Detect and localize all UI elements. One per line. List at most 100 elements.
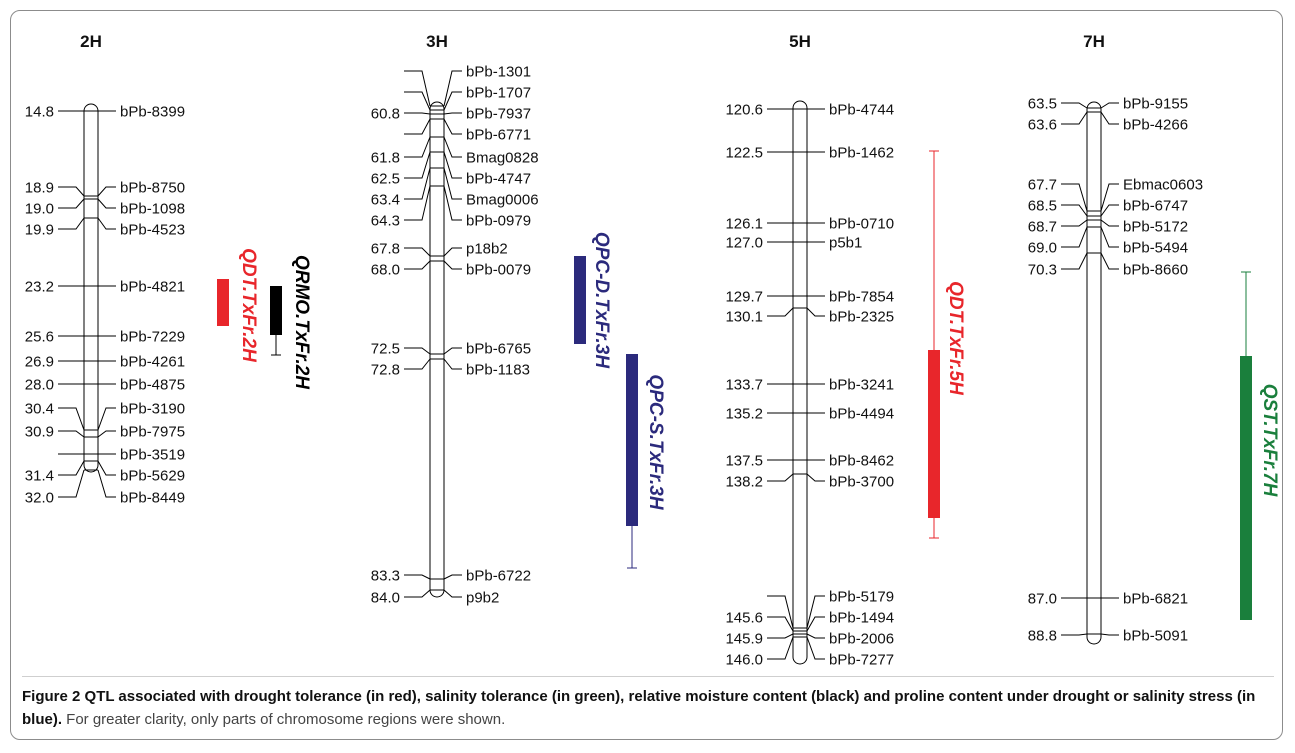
marker-connector <box>1100 183 1119 212</box>
marker-position: 70.3 <box>1028 262 1057 279</box>
marker-name: bPb-0979 <box>466 213 531 230</box>
marker-name: Bmag0006 <box>466 192 539 209</box>
qtl-qst-txfr-7h: QST.TxFr.7H <box>1240 271 1280 620</box>
marker-connector <box>443 91 462 111</box>
marker-connector <box>443 167 462 200</box>
marker-name: bPb-4266 <box>1123 117 1188 134</box>
chromosome-bar <box>83 103 99 473</box>
position-connector <box>767 595 794 629</box>
position-connector <box>404 347 431 355</box>
figure-caption: Figure 2 QTL associated with drought tol… <box>22 676 1274 731</box>
position-connector <box>767 636 794 660</box>
marker-name: p5b1 <box>829 235 862 252</box>
marker-name: bPb-7975 <box>120 424 185 441</box>
position-connector <box>404 167 431 200</box>
marker-connector <box>443 589 462 598</box>
marker-position: 14.8 <box>25 104 54 121</box>
marker-name: bPb-7937 <box>466 106 531 123</box>
marker-connector <box>97 407 116 431</box>
marker-name: bPb-3700 <box>829 474 894 491</box>
marker-name: bPb-8399 <box>120 104 185 121</box>
marker-connector <box>97 460 116 476</box>
qtl-interval <box>574 256 586 344</box>
marker-position: 30.4 <box>25 401 54 418</box>
marker-position: 64.3 <box>371 213 400 230</box>
marker-name: bPb-1098 <box>120 201 185 218</box>
marker-name: bPb-7229 <box>120 329 185 346</box>
marker-name: bPb-6821 <box>1123 591 1188 608</box>
position-connector <box>404 574 431 580</box>
marker-position: 138.2 <box>725 474 763 491</box>
qtl-interval <box>1240 356 1252 620</box>
marker-position: 60.8 <box>371 106 400 123</box>
caption-bold-text: QTL associated with drought tolerance (i… <box>22 688 1256 728</box>
marker-position: 127.0 <box>725 235 763 252</box>
marker-position: 122.5 <box>725 145 763 162</box>
chromosome-title: 7H <box>1083 32 1105 51</box>
marker-connector <box>806 633 825 639</box>
marker-connector <box>97 217 116 230</box>
marker-name: bPb-1494 <box>829 610 894 627</box>
marker-connector <box>1100 102 1119 109</box>
position-connector <box>404 91 431 111</box>
position-connector <box>404 185 431 221</box>
position-connector <box>767 473 794 482</box>
qtl-qrmo-txfr-2h: QRMO.TxFr.2H <box>270 255 312 390</box>
position-connector <box>404 589 431 598</box>
marker-connector <box>806 473 825 482</box>
marker-connector <box>97 186 116 197</box>
marker-name: bPb-4523 <box>120 222 185 239</box>
marker-name: p18b2 <box>466 241 508 258</box>
marker-connector <box>806 616 825 632</box>
chromosome-7h: 7H 63.5 bPb-9155 63.6 bPb-4266 67.7 Ebmac0603 6… <box>1028 32 1280 645</box>
chromosome-bar <box>429 101 445 598</box>
marker-position: 68.7 <box>1028 219 1057 236</box>
marker-connector <box>443 574 462 580</box>
marker-position: 83.3 <box>371 568 400 585</box>
chromosome-bar <box>1086 101 1102 645</box>
marker-name: bPb-4747 <box>466 171 531 188</box>
position-connector <box>58 469 85 498</box>
marker-position: 61.8 <box>371 150 400 167</box>
marker-connector <box>1100 633 1119 636</box>
marker-name: bPb-2325 <box>829 309 894 326</box>
marker-position: 30.9 <box>25 424 54 441</box>
linkage-map: 2H 14.8 bPb-8399 18.9 bPb-8750 19.0 bPb-1098 19… <box>25 32 1280 669</box>
marker-name: bPb-3241 <box>829 377 894 394</box>
marker-connector <box>443 136 462 158</box>
qtl-qpc-s-txfr-3h: QPC-S.TxFr.3H <box>626 354 666 569</box>
marker-position: 18.9 <box>25 180 54 197</box>
position-connector <box>1061 226 1088 248</box>
marker-name: bPb-1183 <box>466 362 530 379</box>
marker-name: bPb-4494 <box>829 406 894 423</box>
marker-position: 63.4 <box>371 192 400 209</box>
position-connector <box>1061 204 1088 217</box>
position-connector <box>58 407 85 431</box>
qtl-label: QST.TxFr.7H <box>1259 384 1280 498</box>
marker-name: bPb-6722 <box>466 568 531 585</box>
marker-name: Ebmac0603 <box>1123 177 1203 194</box>
marker-position: 129.7 <box>725 289 763 306</box>
marker-position: 69.0 <box>1028 240 1057 257</box>
position-connector <box>1061 252 1088 270</box>
position-connector <box>58 217 85 230</box>
marker-connector <box>443 347 462 355</box>
qtl-label: QDT.TxFr.2H <box>238 248 259 363</box>
marker-name: bPb-7277 <box>829 652 894 669</box>
marker-position: 146.0 <box>725 652 763 669</box>
marker-position: 84.0 <box>371 590 400 607</box>
marker-connector <box>97 430 116 438</box>
marker-name: bPb-2006 <box>829 631 894 648</box>
position-connector <box>1061 219 1088 227</box>
marker-name: bPb-6771 <box>466 127 531 144</box>
position-connector <box>58 460 85 476</box>
marker-connector <box>806 636 825 660</box>
marker-position: 62.5 <box>371 171 400 188</box>
marker-name: bPb-1462 <box>829 145 894 162</box>
marker-name: bPb-4875 <box>120 377 185 394</box>
position-connector <box>767 633 794 639</box>
figure-frame <box>10 10 1283 740</box>
marker-position: 88.8 <box>1028 628 1057 645</box>
marker-position: 145.9 <box>725 631 763 648</box>
qtl-interval <box>270 286 282 335</box>
